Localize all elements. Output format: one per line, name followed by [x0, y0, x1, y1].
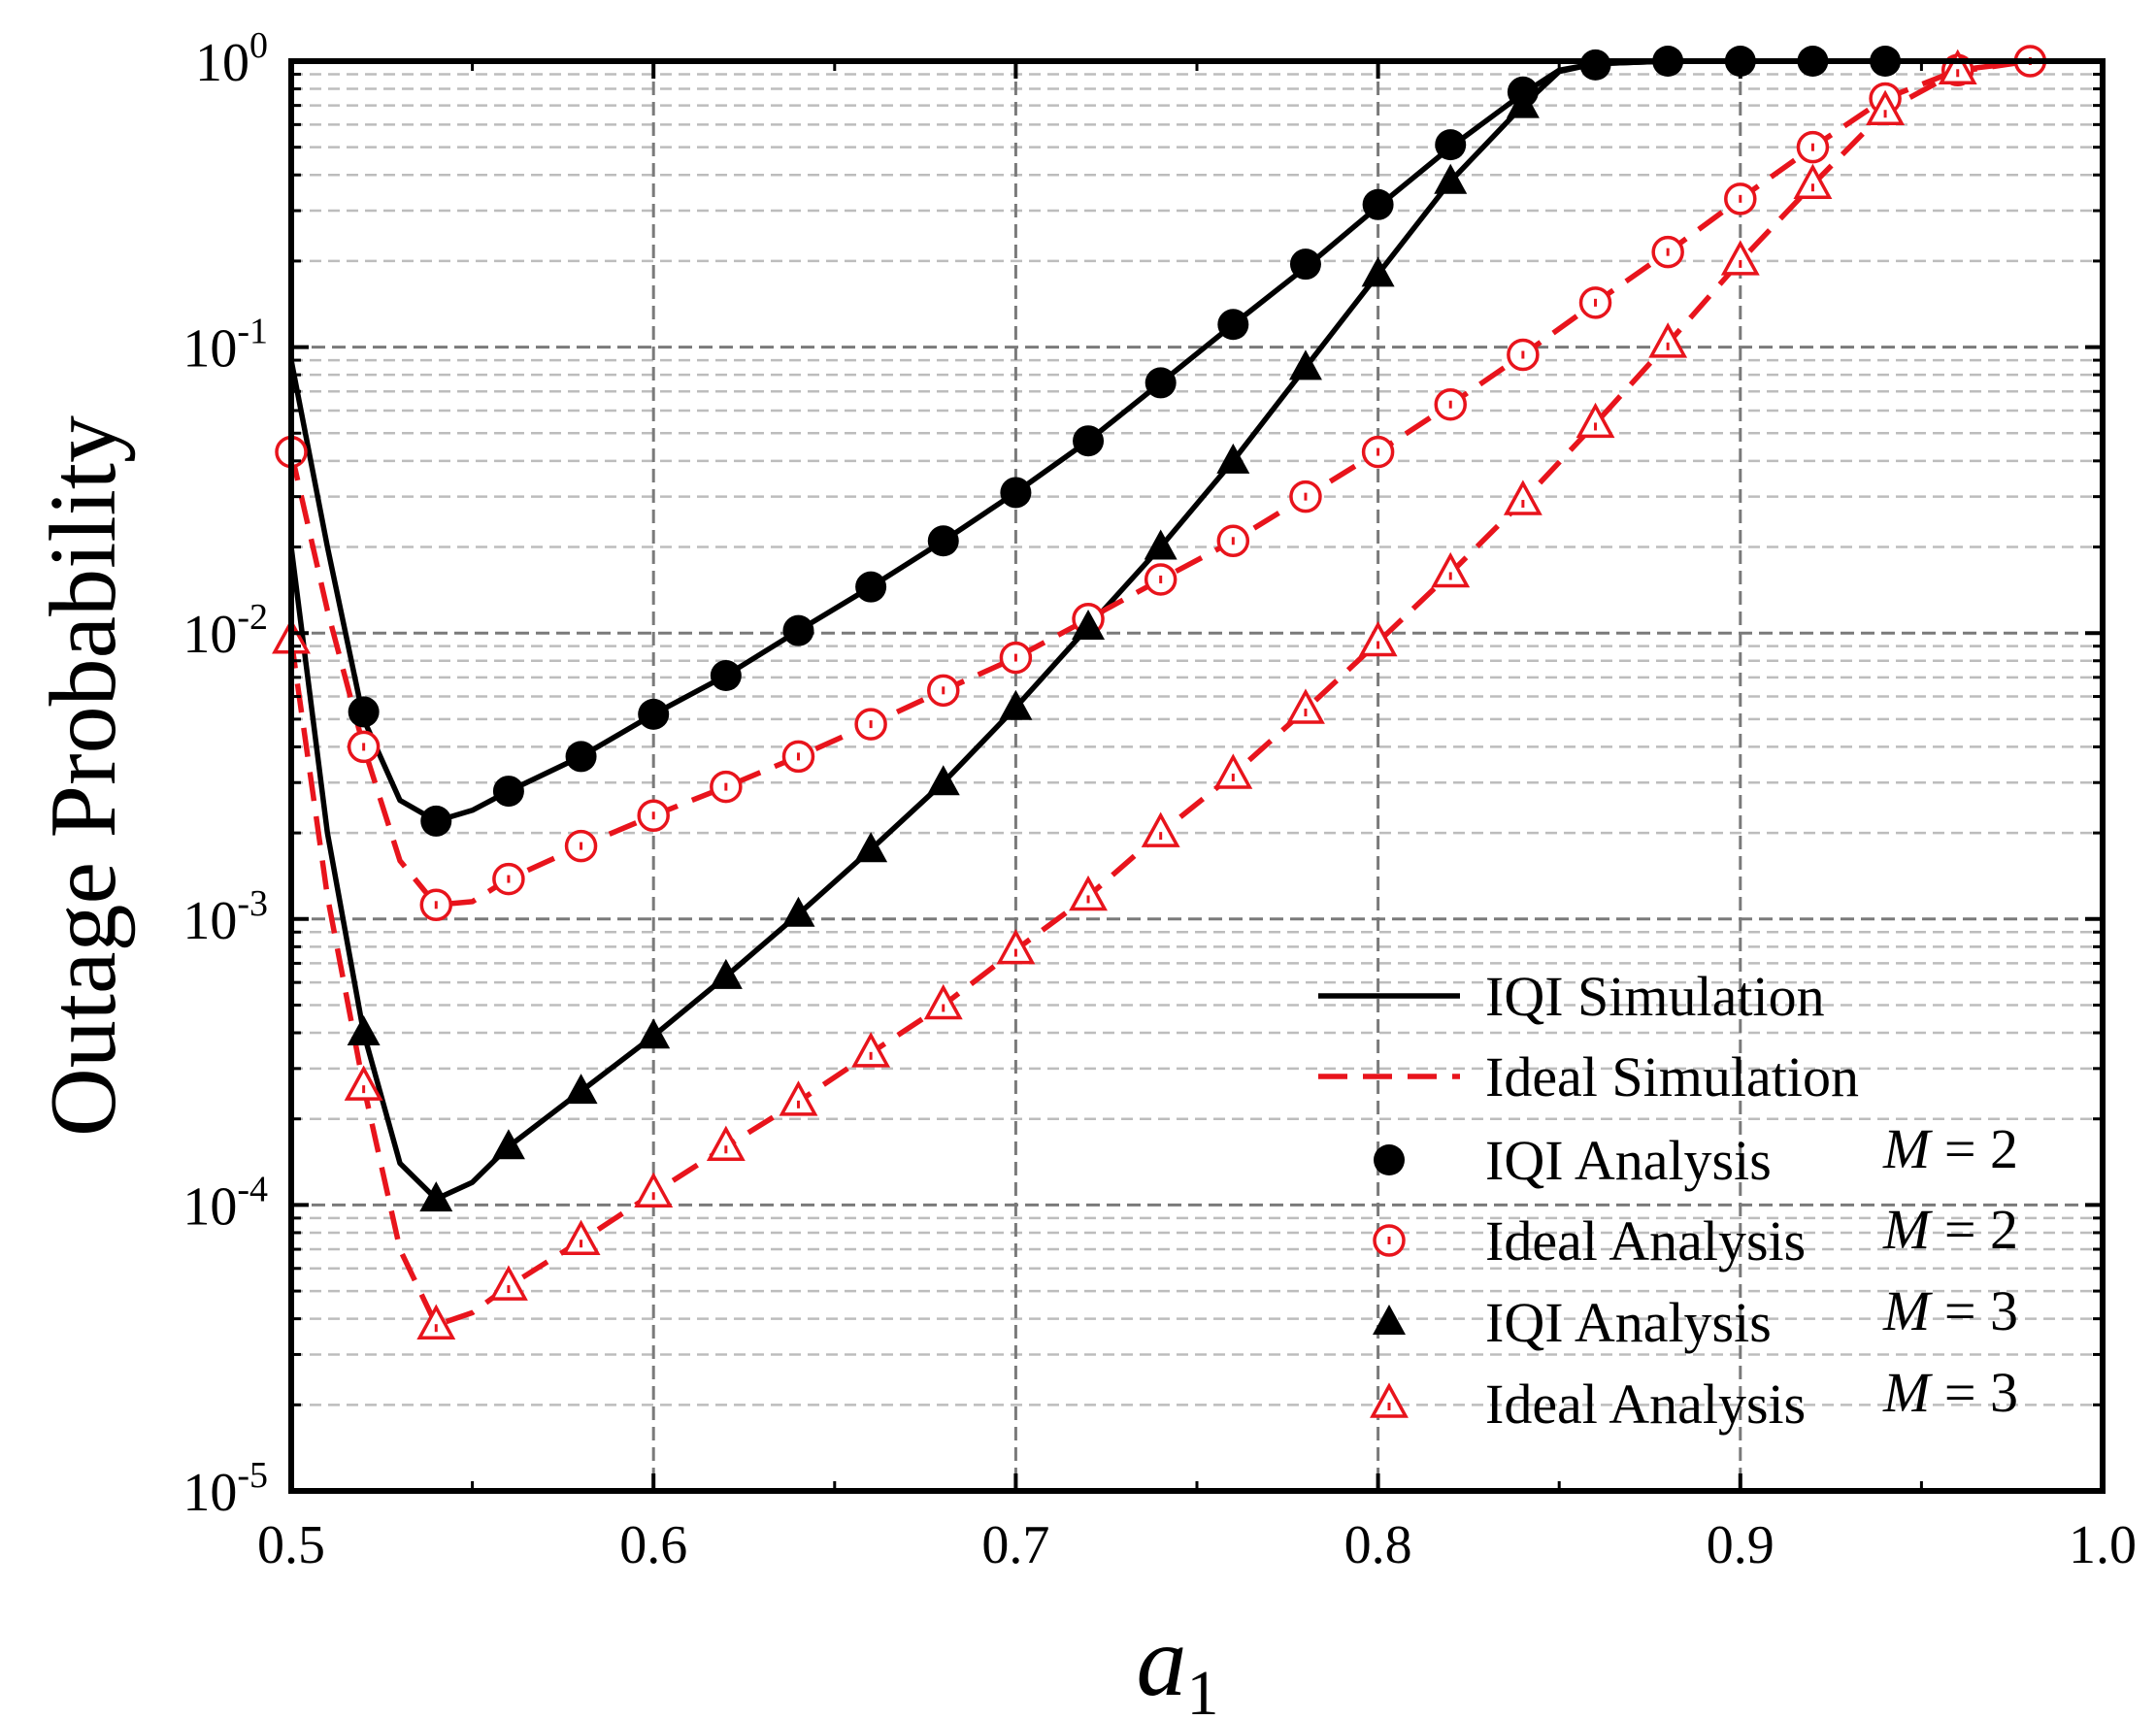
legend-param: M = 3	[1882, 1361, 2018, 1424]
marker-filled-triangle	[1144, 529, 1178, 560]
legend-param: M = 3	[1882, 1279, 2018, 1342]
marker-filled-circle	[927, 525, 959, 557]
x-tick-label: 0.6	[619, 1515, 687, 1575]
marker-open-triangle	[561, 1219, 601, 1255]
marker-filled-triangle	[1216, 443, 1250, 474]
marker-open-triangle	[779, 1080, 818, 1116]
marker-filled-circle	[1000, 477, 1032, 509]
marker-filled-triangle	[1072, 609, 1106, 640]
x-tick-label: 0.7	[981, 1515, 1049, 1575]
y-tick-label: 10-4	[182, 1169, 268, 1237]
legend-label: Ideal Analysis	[1485, 1209, 1806, 1273]
marker-filled-triangle	[709, 958, 743, 989]
marker-open-triangle	[1648, 322, 1688, 358]
marker-open-triangle	[1503, 480, 1542, 515]
marker-open-triangle	[1866, 89, 1906, 125]
legend-param: M = 2	[1882, 1198, 2018, 1261]
marker-filled-circle	[1362, 188, 1394, 220]
marker-filled-triangle	[1506, 87, 1540, 118]
series-lines	[291, 61, 2103, 1328]
x-tick-label: 1.0	[2069, 1515, 2137, 1575]
marker-filled-triangle	[1361, 256, 1395, 287]
marker-open-triangle	[1213, 753, 1253, 789]
plot-frame	[288, 58, 2106, 1494]
marker-filled-triangle	[1434, 163, 1468, 194]
series-line	[291, 61, 2103, 909]
marker-filled-circle	[1435, 129, 1467, 161]
y-tick-label: 10-3	[182, 883, 268, 951]
series-markers	[272, 45, 2047, 1340]
legend-label: IQI Analysis	[1485, 1129, 1772, 1192]
marker-filled-circle	[638, 698, 670, 730]
marker-filled-circle	[420, 805, 452, 837]
grid	[291, 61, 2103, 1491]
x-tick-label: 0.5	[257, 1515, 325, 1575]
y-axis-title: Outage Probability	[31, 415, 136, 1137]
y-tick-label: 10-5	[182, 1455, 268, 1523]
marker-filled-circle	[565, 741, 597, 773]
marker-filled-circle	[1579, 49, 1611, 81]
axis-labels: 0.5 0.6 0.7 0.8 0.9 1.0 100 10-1 10-2 10-3 10-4 10-…	[31, 25, 2137, 1720]
series-line	[291, 61, 2103, 1328]
marker-filled-circle	[1289, 248, 1321, 281]
marker-open-triangle	[1576, 402, 1615, 439]
marker-filled-circle	[782, 614, 814, 646]
legend-param: M = 2	[1882, 1117, 2018, 1180]
marker-open-triangle	[634, 1172, 674, 1207]
marker-open-triangle	[851, 1032, 891, 1068]
marker-filled-triangle	[1373, 1305, 1406, 1335]
marker-filled-circle	[348, 696, 380, 728]
marker-open-triangle	[1141, 811, 1180, 847]
y-tick-label: 10-2	[182, 597, 268, 665]
marker-open-triangle	[923, 983, 963, 1020]
marker-open-triangle	[1286, 688, 1325, 724]
legend-label: IQI Analysis	[1485, 1291, 1772, 1354]
marker-open-triangle	[1793, 163, 1833, 199]
legend: IQI Simulation Ideal Simulation IQI Analys…	[1318, 965, 2018, 1436]
marker-filled-circle	[710, 660, 742, 692]
marker-filled-circle	[855, 571, 887, 603]
marker-filled-triangle	[347, 1015, 381, 1046]
marker-filled-circle	[1217, 309, 1249, 341]
marker-filled-circle	[492, 776, 524, 808]
legend-label: IQI Simulation	[1485, 965, 1825, 1028]
marker-open-triangle	[1358, 620, 1398, 657]
marker-filled-circle	[1073, 425, 1105, 457]
marker-open-triangle	[1431, 551, 1471, 588]
marker-filled-triangle	[491, 1129, 525, 1160]
x-axis-title: a1	[1137, 1605, 1219, 1720]
y-tick-label: 100	[195, 25, 268, 93]
marker-open-triangle	[344, 1065, 383, 1101]
marker-filled-triangle	[926, 765, 960, 796]
axis-ticks	[289, 59, 2105, 1493]
x-tick-label: 0.8	[1344, 1515, 1412, 1575]
marker-filled-triangle	[1288, 349, 1322, 380]
marker-filled-triangle	[999, 689, 1033, 720]
legend-label: Ideal Simulation	[1485, 1045, 1859, 1108]
marker-filled-triangle	[854, 832, 888, 863]
marker-open-triangle	[1720, 240, 1760, 276]
marker-filled-triangle	[781, 896, 815, 927]
series-line	[291, 61, 2103, 824]
marker-open-triangle	[488, 1265, 528, 1301]
marker-open-triangle	[1069, 875, 1108, 911]
marker-filled-circle	[1144, 367, 1177, 399]
marker-filled-triangle	[637, 1018, 671, 1049]
x-tick-label: 0.9	[1707, 1515, 1775, 1575]
series-line	[291, 61, 2103, 1202]
y-tick-label: 10-1	[182, 312, 268, 380]
marker-open-triangle	[996, 928, 1036, 965]
marker-open-triangle	[1370, 1382, 1409, 1418]
marker-filled-circle	[1374, 1144, 1405, 1175]
marker-open-triangle	[1938, 49, 1977, 85]
marker-open-triangle	[706, 1125, 746, 1162]
marker-open-triangle	[416, 1304, 456, 1340]
marker-filled-triangle	[419, 1181, 453, 1212]
legend-label: Ideal Analysis	[1485, 1373, 1806, 1436]
marker-filled-triangle	[564, 1074, 598, 1105]
